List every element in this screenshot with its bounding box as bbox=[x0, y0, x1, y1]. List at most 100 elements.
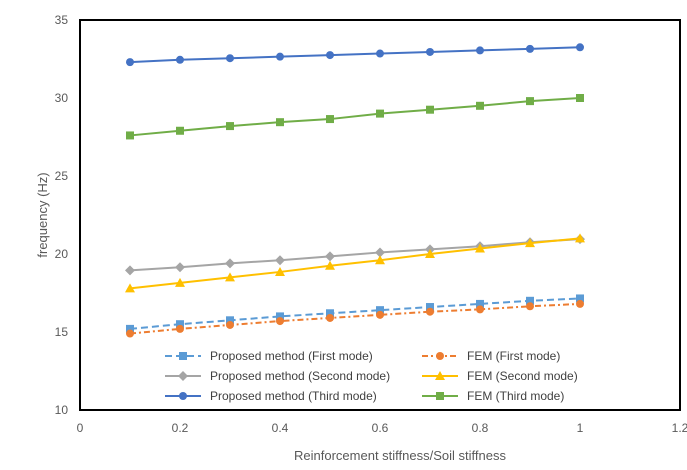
data-point bbox=[276, 118, 284, 127]
series-6 bbox=[126, 94, 584, 140]
y-axis-ticks: 10 15 20 25 30 35 bbox=[55, 13, 69, 417]
x-tick-label: 0.4 bbox=[272, 421, 289, 435]
data-point bbox=[225, 272, 235, 282]
data-point bbox=[376, 306, 384, 315]
legend: Proposed method (First mode) FEM (First m… bbox=[165, 349, 578, 403]
data-point bbox=[576, 294, 584, 303]
data-point bbox=[326, 309, 334, 318]
series-line bbox=[129, 297, 581, 330]
legend-item: Proposed method (First mode) bbox=[165, 349, 373, 363]
plot-area-frame bbox=[79, 19, 681, 411]
data-point bbox=[475, 243, 485, 253]
data-point bbox=[376, 49, 384, 58]
y-tick-label: 35 bbox=[55, 13, 69, 27]
data-point bbox=[576, 94, 584, 102]
data-point bbox=[276, 312, 284, 321]
legend-item: FEM (Third mode) bbox=[422, 389, 564, 403]
legend-label: Proposed method (First mode) bbox=[210, 349, 373, 363]
y-tick-label: 30 bbox=[55, 91, 69, 105]
data-point bbox=[126, 58, 134, 67]
legend-swatch-marker bbox=[436, 352, 444, 360]
data-point bbox=[326, 51, 334, 60]
legend-label: Proposed method (Third mode) bbox=[210, 389, 377, 403]
legend-swatch-marker bbox=[436, 392, 444, 400]
x-tick-label: 0.8 bbox=[472, 421, 489, 435]
y-axis-title: frequency (Hz) bbox=[35, 172, 50, 257]
data-point bbox=[476, 299, 484, 308]
x-tick-label: 1 bbox=[577, 421, 584, 435]
data-point bbox=[126, 324, 134, 333]
legend-item: Proposed method (Second mode) bbox=[165, 369, 390, 383]
x-tick-label: 1.2 bbox=[672, 421, 687, 435]
series-5 bbox=[126, 43, 584, 67]
data-point bbox=[426, 105, 434, 114]
data-point bbox=[125, 265, 135, 276]
legend-label: FEM (Second mode) bbox=[467, 369, 578, 383]
data-point bbox=[226, 54, 234, 63]
data-point bbox=[375, 255, 385, 265]
series-line bbox=[129, 238, 581, 272]
data-point bbox=[526, 296, 534, 305]
x-tick-label: 0 bbox=[77, 421, 84, 435]
data-point bbox=[426, 303, 434, 312]
series-line bbox=[129, 302, 581, 335]
data-point bbox=[226, 316, 234, 325]
series-line bbox=[129, 97, 581, 137]
data-point bbox=[425, 249, 435, 258]
y-tick-label: 15 bbox=[55, 325, 69, 339]
data-point bbox=[526, 44, 534, 53]
data-point bbox=[125, 283, 135, 293]
data-point bbox=[275, 266, 285, 276]
legend-label: FEM (Third mode) bbox=[467, 389, 564, 403]
series-layer bbox=[125, 43, 585, 338]
series-2 bbox=[126, 299, 584, 338]
data-point bbox=[225, 258, 235, 269]
data-point bbox=[476, 46, 484, 55]
legend-swatch-marker bbox=[179, 352, 187, 360]
data-point bbox=[576, 43, 584, 52]
legend-swatch-marker bbox=[178, 371, 188, 381]
data-point bbox=[426, 307, 434, 316]
data-point bbox=[576, 299, 584, 308]
legend-item: Proposed method (Third mode) bbox=[165, 389, 377, 403]
data-point bbox=[276, 52, 284, 61]
series-1 bbox=[126, 294, 584, 333]
y-tick-label: 25 bbox=[55, 169, 69, 183]
data-point bbox=[326, 115, 334, 124]
data-point bbox=[325, 251, 335, 262]
data-point bbox=[526, 97, 534, 106]
y-tick-label: 10 bbox=[55, 403, 69, 417]
data-point bbox=[326, 313, 334, 322]
series-line bbox=[129, 46, 581, 64]
data-point bbox=[525, 238, 535, 248]
legend-swatch-marker bbox=[435, 371, 445, 380]
data-point bbox=[376, 109, 384, 118]
data-point bbox=[426, 47, 434, 56]
legend-label: Proposed method (Second mode) bbox=[210, 369, 390, 383]
data-point bbox=[176, 55, 184, 64]
data-point bbox=[276, 317, 284, 326]
x-tick-label: 0.2 bbox=[172, 421, 189, 435]
data-point bbox=[176, 320, 184, 329]
data-point bbox=[176, 324, 184, 333]
data-point bbox=[325, 260, 335, 270]
data-point bbox=[126, 329, 134, 338]
data-point bbox=[226, 122, 234, 131]
data-point bbox=[476, 101, 484, 110]
y-tick-label: 20 bbox=[55, 247, 69, 261]
data-point bbox=[175, 262, 185, 273]
data-point bbox=[226, 320, 234, 329]
data-point bbox=[476, 305, 484, 314]
legend-label: FEM (First mode) bbox=[467, 349, 560, 363]
series-line bbox=[129, 237, 581, 290]
data-point bbox=[275, 255, 285, 266]
data-point bbox=[376, 310, 384, 319]
x-axis-title: Reinforcement stiffness/Soil stiffness bbox=[294, 448, 506, 463]
data-point bbox=[175, 277, 185, 287]
data-point bbox=[526, 302, 534, 311]
data-point bbox=[575, 233, 585, 243]
data-point bbox=[126, 131, 134, 140]
data-point bbox=[176, 126, 184, 135]
